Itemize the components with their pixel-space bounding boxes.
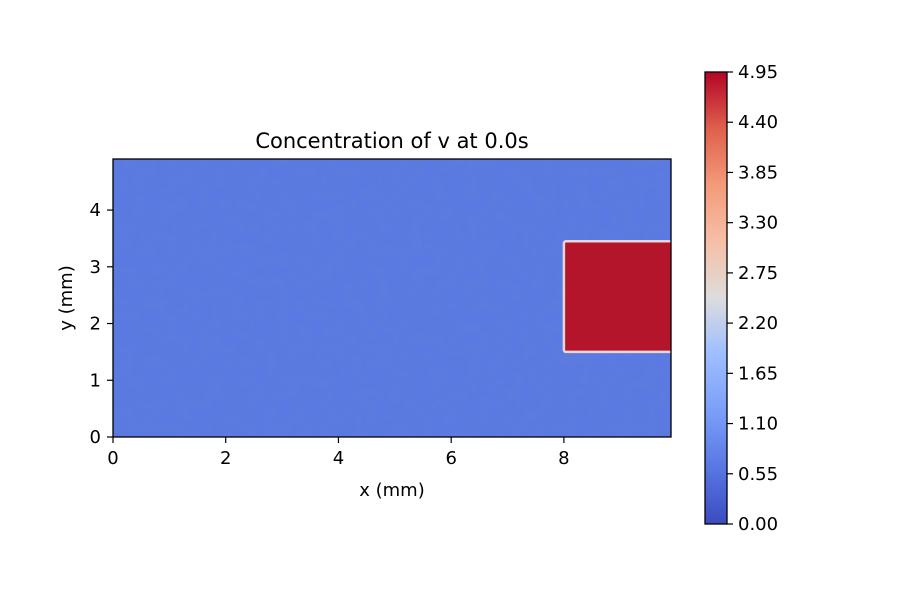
colorbar-tick-label: 4.40 <box>738 112 778 133</box>
y-tick-label: 1 <box>90 370 101 391</box>
colorbar-tick-label: 3.85 <box>738 162 778 183</box>
y-tick-label: 0 <box>90 427 101 448</box>
y-tick-label: 3 <box>90 257 101 278</box>
high-concentration-region-0 <box>562 240 671 354</box>
colorbar-tick-label: 0.00 <box>738 514 778 535</box>
colorbar-tick-label: 2.20 <box>738 313 778 334</box>
x-axis-label: x (mm) <box>359 480 425 501</box>
x-tick-label: 4 <box>333 448 344 469</box>
x-tick-label: 6 <box>445 448 456 469</box>
y-axis-ticks: 0 1 2 3 4 <box>90 200 113 448</box>
x-tick-label: 0 <box>107 448 118 469</box>
colorbar-frame <box>704 71 728 525</box>
colorbar-tick-label: 1.10 <box>738 414 778 435</box>
x-tick-label: 8 <box>558 448 569 469</box>
x-tick-label: 2 <box>220 448 231 469</box>
y-axis-label: y (mm) <box>56 265 77 331</box>
colorbar-tick-label: 3.30 <box>738 213 778 234</box>
colorbar <box>705 72 727 524</box>
colorbar-tick-label: 1.65 <box>738 363 778 384</box>
colorbar-ticks: 0.00 0.55 1.10 1.65 2.20 2.75 3.30 3.85 4.40 4.95 <box>727 62 778 535</box>
x-axis-ticks: 0 2 4 6 8 <box>107 437 570 469</box>
colorbar-tick-label: 2.75 <box>738 263 778 284</box>
plot-frame <box>112 158 672 438</box>
high-concentration-regions <box>562 240 671 354</box>
plot-area <box>113 159 671 437</box>
chart-title: Concentration of v at 0.0s <box>255 129 528 153</box>
colorbar-tick-label: 0.55 <box>738 464 778 485</box>
y-tick-label: 2 <box>90 314 101 335</box>
colorbar-tick-label: 4.95 <box>738 62 778 83</box>
y-tick-label: 4 <box>90 200 101 221</box>
